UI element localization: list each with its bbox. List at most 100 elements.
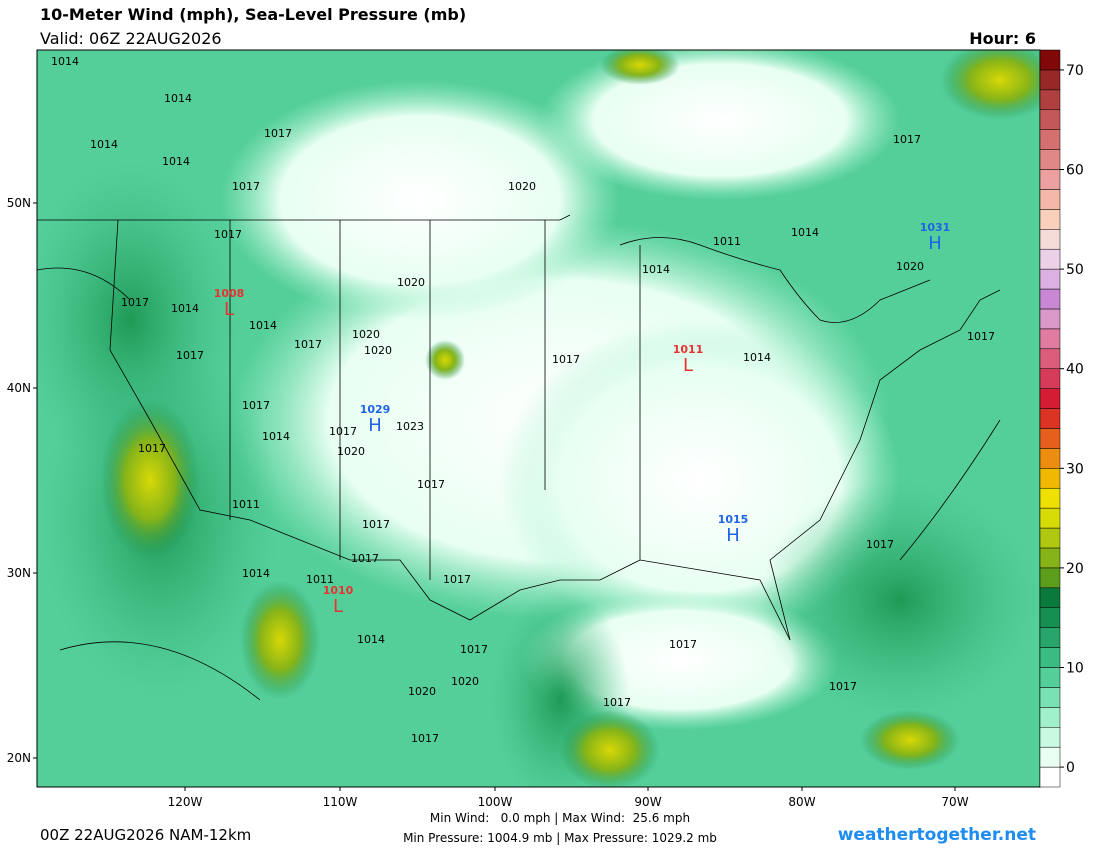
isobar-label: 1020 xyxy=(408,685,436,698)
colorbar-cell xyxy=(1039,348,1061,369)
lon-label: 90W xyxy=(634,795,661,809)
center-symbol: L xyxy=(333,596,343,617)
isobar-label: 1017 xyxy=(351,552,379,565)
colorbar-cell xyxy=(1039,248,1061,270)
center-pressure: 1010 xyxy=(323,584,354,597)
colorbar-cell xyxy=(1039,288,1061,310)
colorbar-cell xyxy=(1039,687,1061,708)
colorbar-cell xyxy=(1039,607,1061,628)
isobar-label: 1011 xyxy=(713,235,741,248)
colorbar-label: 10 xyxy=(1066,660,1084,676)
isobar-label: 1017 xyxy=(121,296,149,309)
colorbar-cell xyxy=(1039,468,1061,489)
isobar-label: 1017 xyxy=(460,643,488,656)
isobar-label: 1014 xyxy=(791,226,819,239)
isobar-label: 1014 xyxy=(642,263,670,276)
isobar-label: 1020 xyxy=(508,180,536,193)
center-pressure: 1008 xyxy=(214,287,245,300)
isobar-label: 1020 xyxy=(397,276,425,289)
lon-label: 110W xyxy=(323,795,358,809)
isobar-label: 1014 xyxy=(743,351,771,364)
center-pressure: 1029 xyxy=(360,403,391,416)
center-symbol: H xyxy=(928,233,942,254)
isobar-label: 1020 xyxy=(337,445,365,458)
colorbar-cell xyxy=(1039,647,1061,668)
isobar-label: 1014 xyxy=(164,92,192,105)
valid-time: Valid: 06Z 22AUG2026 xyxy=(40,29,222,48)
isobar-label: 1017 xyxy=(294,338,322,351)
isobar-label: 1014 xyxy=(262,430,290,443)
center-symbol: H xyxy=(726,525,740,546)
colorbar-cell xyxy=(1039,567,1061,589)
isobar-label: 1017 xyxy=(967,330,995,343)
lat-label: 20N xyxy=(7,751,31,765)
isobar-label: 1020 xyxy=(352,328,380,341)
isobar-label: 1014 xyxy=(162,155,190,168)
title: 10-Meter Wind (mph), Sea-Level Pressure … xyxy=(40,5,466,24)
isobar-label: 1017 xyxy=(866,538,894,551)
colorbar-cell xyxy=(1039,368,1061,389)
colorbar-cell xyxy=(1039,328,1061,350)
colorbar-label: 50 xyxy=(1066,262,1084,278)
isobar-label: 1017 xyxy=(176,349,204,362)
isobar-label: 1020 xyxy=(364,344,392,357)
colorbar-cell xyxy=(1039,487,1061,509)
lon-label: 100W xyxy=(478,795,513,809)
isobar-label: 1011 xyxy=(306,573,334,586)
isobar-label: 1014 xyxy=(357,633,385,646)
lon-label: 70W xyxy=(941,795,968,809)
model-run: 00Z 22AUG2026 NAM-12km xyxy=(40,826,251,844)
isobar-label: 1014 xyxy=(171,302,199,315)
isobar-label: 1017 xyxy=(232,180,260,193)
brand: weathertogether.net xyxy=(838,825,1036,845)
isobar-label: 1011 xyxy=(232,498,260,511)
colorbar-cell xyxy=(1039,428,1061,449)
colorbar-cell xyxy=(1039,149,1061,170)
isobar-label: 1017 xyxy=(829,680,857,693)
colorbar-cell xyxy=(1039,308,1061,330)
colorbar-cell xyxy=(1039,189,1061,210)
isobar-label: 1017 xyxy=(362,518,390,531)
isobar-label: 1014 xyxy=(242,567,270,580)
isobar-label: 1014 xyxy=(249,319,277,332)
colorbar-label: 40 xyxy=(1066,362,1084,378)
isobar-label: 1020 xyxy=(451,675,479,688)
colorbar-cell xyxy=(1039,707,1061,728)
colorbar-label: 70 xyxy=(1066,63,1084,79)
colorbar-cell xyxy=(1039,746,1061,768)
isobar-label: 1017 xyxy=(893,133,921,146)
colorbar-cell xyxy=(1039,89,1061,111)
isobar-label: 1017 xyxy=(242,399,270,412)
colorbar-cell xyxy=(1039,766,1061,788)
colorbar-cell xyxy=(1039,268,1061,290)
colorbar-cell xyxy=(1039,388,1061,409)
colorbar-cell xyxy=(1039,587,1061,608)
lat-label: 40N xyxy=(7,381,31,395)
map xyxy=(37,50,1040,787)
center-symbol: L xyxy=(683,355,693,376)
colorbar-cell xyxy=(1039,547,1061,569)
colorbar-cell xyxy=(1039,507,1061,529)
center-pressure: 1011 xyxy=(673,343,704,356)
colorbar-cell xyxy=(1039,109,1061,130)
colorbar-cell xyxy=(1039,448,1061,469)
lat-label: 30N xyxy=(7,566,31,580)
colorbar-cell xyxy=(1039,169,1061,190)
center-symbol: H xyxy=(368,415,382,436)
forecast-hour: Hour: 6 xyxy=(969,29,1036,48)
isobar-label: 1017 xyxy=(214,228,242,241)
isobar-label: 1014 xyxy=(51,55,79,68)
isobar-label: 1023 xyxy=(396,420,424,433)
isobar-label: 1017 xyxy=(264,127,292,140)
colorbar-cell xyxy=(1039,49,1061,71)
isobar-label: 1017 xyxy=(417,478,445,491)
colorbar-cell xyxy=(1039,209,1061,230)
colorbar-cell xyxy=(1039,667,1061,688)
lat-label: 50N xyxy=(7,196,31,210)
isobar-label: 1017 xyxy=(443,573,471,586)
colorbar-label: 0 xyxy=(1066,760,1075,776)
colorbar-cell xyxy=(1039,627,1061,648)
colorbar-cell xyxy=(1039,408,1061,429)
colorbar-label: 20 xyxy=(1066,561,1084,577)
